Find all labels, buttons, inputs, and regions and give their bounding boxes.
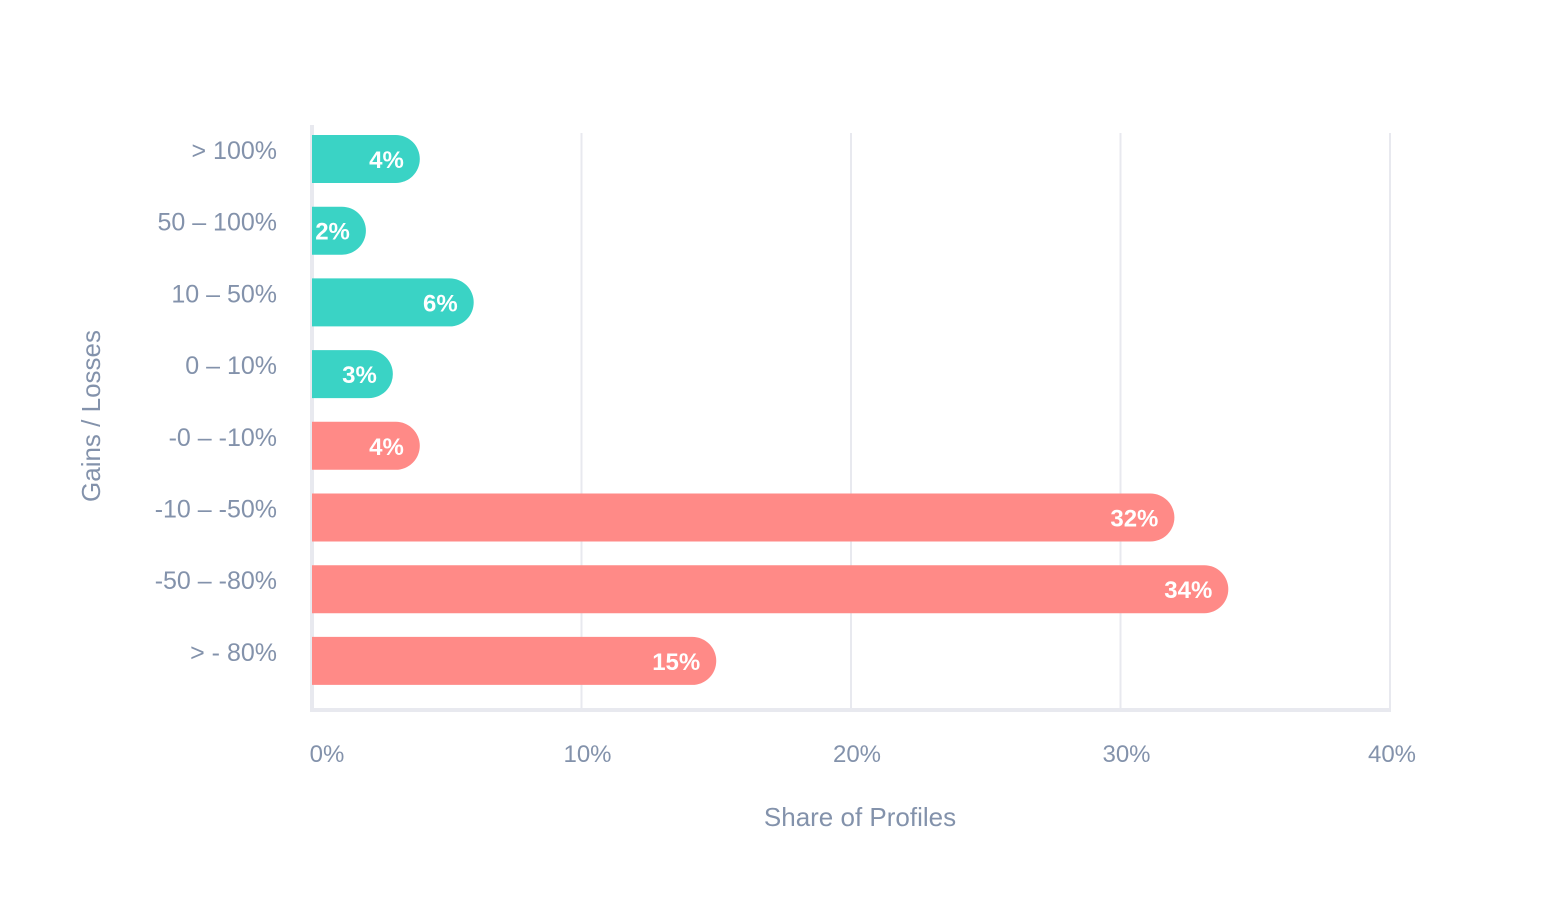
data-label: 34% — [1164, 577, 1212, 604]
bar — [312, 421, 420, 470]
bar — [312, 350, 393, 399]
data-label: 4% — [369, 434, 404, 461]
data-label: 2% — [315, 219, 350, 246]
bar — [312, 493, 1175, 542]
category-label: -50 – -80% — [155, 567, 277, 595]
x-tick-labels: 0% 10% 20% 30% 40% — [310, 741, 1416, 768]
x-axis-title: Share of Profiles — [764, 802, 956, 832]
data-label: 15% — [652, 649, 700, 676]
category-label: -0 – -10% — [169, 424, 277, 452]
bar — [312, 565, 1229, 614]
category-label: > 100% — [192, 137, 278, 165]
bar — [312, 278, 474, 327]
bar — [312, 135, 420, 183]
x-tick-label: 0% — [310, 741, 345, 768]
category-label: 10 – 50% — [171, 280, 277, 308]
bars: 4% 2% 6% 3% 4% 32% 34% 15% — [312, 135, 1229, 685]
x-tick-label: 20% — [833, 741, 881, 768]
category-label: 50 – 100% — [157, 209, 277, 237]
x-tick-label: 40% — [1368, 741, 1416, 768]
data-label: 32% — [1110, 506, 1158, 533]
gridlines — [310, 125, 1391, 712]
data-label: 6% — [423, 290, 458, 317]
bar — [312, 636, 717, 685]
x-tick-label: 10% — [563, 741, 611, 768]
data-label: 3% — [342, 362, 377, 389]
bar — [312, 206, 366, 255]
y-axis-title: Gains / Losses — [76, 330, 106, 502]
category-label: 0 – 10% — [185, 352, 277, 380]
category-labels: > 100% 50 – 100% 10 – 50% 0 – 10% -0 – -10% -… — [155, 137, 277, 667]
data-label: 4% — [369, 147, 404, 174]
category-label: -10 – -50% — [155, 496, 277, 524]
category-label: > - 80% — [190, 639, 277, 667]
x-tick-label: 30% — [1102, 741, 1150, 768]
